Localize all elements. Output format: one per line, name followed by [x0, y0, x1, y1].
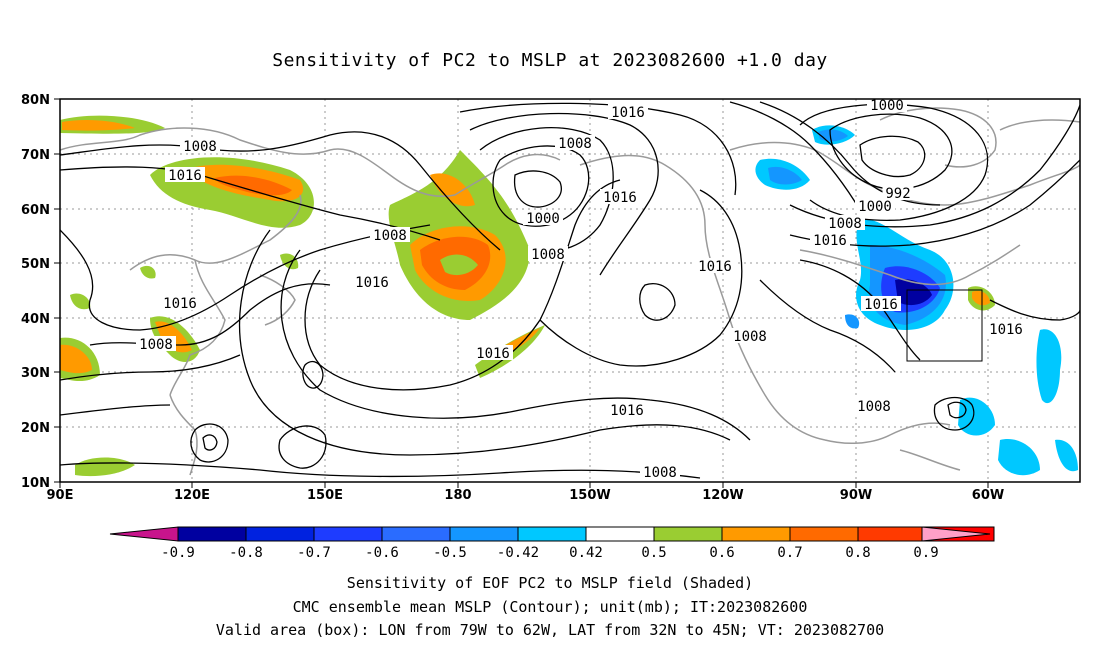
lon-label-90w: 90W [840, 488, 872, 503]
colorbar-tick-label: -0.7 [297, 545, 331, 561]
colorbar-tick-label: -0.6 [365, 545, 399, 561]
valid-area-box [906, 289, 983, 362]
contour-label-1016-subtropical: 1016 [610, 403, 644, 419]
contour-label-1008-kamchatka: 1008 [373, 228, 407, 244]
contour-label-1008-california: 1008 [733, 329, 767, 345]
positive-sensitivity-shading [60, 115, 995, 477]
contour-label-1016-siberia: 1016 [168, 168, 202, 184]
contour-label-1008-aleutian: 1008 [558, 136, 592, 152]
colorbar-box-0 [177, 526, 247, 542]
colorbar-box-7 [653, 526, 723, 542]
contour-label-1000-natl: 1000 [870, 98, 904, 114]
colorbar-tick-label: -0.42 [497, 545, 539, 561]
colorbar-box-1 [245, 526, 315, 542]
longitude-labels: 90E 120E 150E 180 150W 120W 90W 60W [47, 488, 1005, 503]
lon-label-120e: 120E [174, 488, 210, 503]
axis-ticks [54, 98, 989, 488]
colorbar-tick-label: 0.9 [913, 545, 938, 561]
contour-label-1008-labrador: 1008 [828, 216, 862, 232]
colorbar-tick-label: -0.9 [161, 545, 195, 561]
colorbar-tick-label: -0.5 [433, 545, 467, 561]
colorbar-tick-label: 0.6 [709, 545, 734, 561]
colorbar-tick-label: 0.7 [777, 545, 802, 561]
colorbar-high-end [921, 526, 991, 542]
lon-label-150e: 150E [307, 488, 343, 503]
lat-label-10n: 10N [21, 476, 50, 491]
contour-label-1008-tropical-pac: 1008 [643, 465, 677, 481]
contour-label-1008-bering-south: 1008 [531, 247, 565, 263]
colorbar-tick-label: 0.8 [845, 545, 870, 561]
contour-label-1008-siberia: 1008 [183, 139, 217, 155]
lon-label-150w: 150W [569, 488, 610, 503]
footer-line-3: Valid area (box): LON from 79W to 62W, L… [215, 621, 885, 639]
colorbar-tick-label: 0.42 [569, 545, 603, 561]
lon-label-90e: 90E [47, 488, 74, 503]
colorbar-low-end [109, 526, 179, 542]
contour-label-1008-china: 1008 [139, 337, 173, 353]
contour-label-1016-npac: 1016 [611, 105, 645, 121]
contour-label-1000-greenland: 1000 [858, 199, 892, 215]
colorbar-box-2 [313, 526, 383, 542]
contour-label-1000-bering: 1000 [526, 211, 560, 227]
lat-label-50n: 50N [21, 257, 50, 272]
lat-label-60n: 60N [21, 203, 50, 218]
contour-label-1016-atlantic: 1016 [989, 322, 1023, 338]
colorbar-box-6 [585, 526, 655, 542]
contour-label-1016-westcoast: 1016 [698, 259, 732, 275]
footer-line-1: Sensitivity of EOF PC2 to MSLP field (Sh… [346, 574, 754, 592]
contour-label-1008-caribbean: 1008 [857, 399, 891, 415]
colorbar-boxes [177, 526, 995, 542]
lat-label-80n: 80N [21, 93, 50, 108]
contour-label-1016-alaska: 1016 [603, 190, 637, 206]
colorbar-box-3 [381, 526, 451, 542]
lon-label-180: 180 [444, 488, 471, 503]
colorbar-box-9 [789, 526, 859, 542]
contour-label-1016-labrador: 1016 [813, 233, 847, 249]
colorbar-box-10 [857, 526, 927, 542]
latitude-labels: 80N 70N 60N 50N 40N 30N 20N 10N [21, 93, 50, 491]
colorbar-tick-label: 0.5 [641, 545, 666, 561]
lat-label-40n: 40N [21, 312, 50, 327]
lat-label-30n: 30N [21, 366, 50, 381]
lon-label-60w: 60W [972, 488, 1004, 503]
footer-line-2: CMC ensemble mean MSLP (Contour); unit(m… [292, 598, 808, 616]
contour-label-1016-nw-pac: 1016 [355, 275, 389, 291]
colorbar-box-5 [517, 526, 587, 542]
lat-label-70n: 70N [21, 148, 50, 163]
colorbar-tick-label: -0.8 [229, 545, 263, 561]
map-title: Sensitivity of PC2 to MSLP at 2023082600… [272, 50, 828, 71]
plot-border [59, 98, 1081, 483]
contour-label-1016-central-pac: 1016 [476, 346, 510, 362]
lon-label-120w: 120W [702, 488, 743, 503]
contour-label-1016-japan: 1016 [163, 296, 197, 312]
contour-label-1016-us-east: 1016 [864, 297, 898, 313]
colorbar-ticks: -0.9 -0.8 -0.7 -0.6 -0.5 -0.42 0.42 0.5 0.6 0.7 0.… [161, 545, 939, 561]
colorbar: -0.9 -0.8 -0.7 -0.6 -0.5 -0.42 0.42 0.5 0.6 0.7 0.… [109, 526, 995, 561]
colorbar-box-4 [449, 526, 519, 542]
lat-label-20n: 20N [21, 421, 50, 436]
colorbar-box-8 [721, 526, 791, 542]
